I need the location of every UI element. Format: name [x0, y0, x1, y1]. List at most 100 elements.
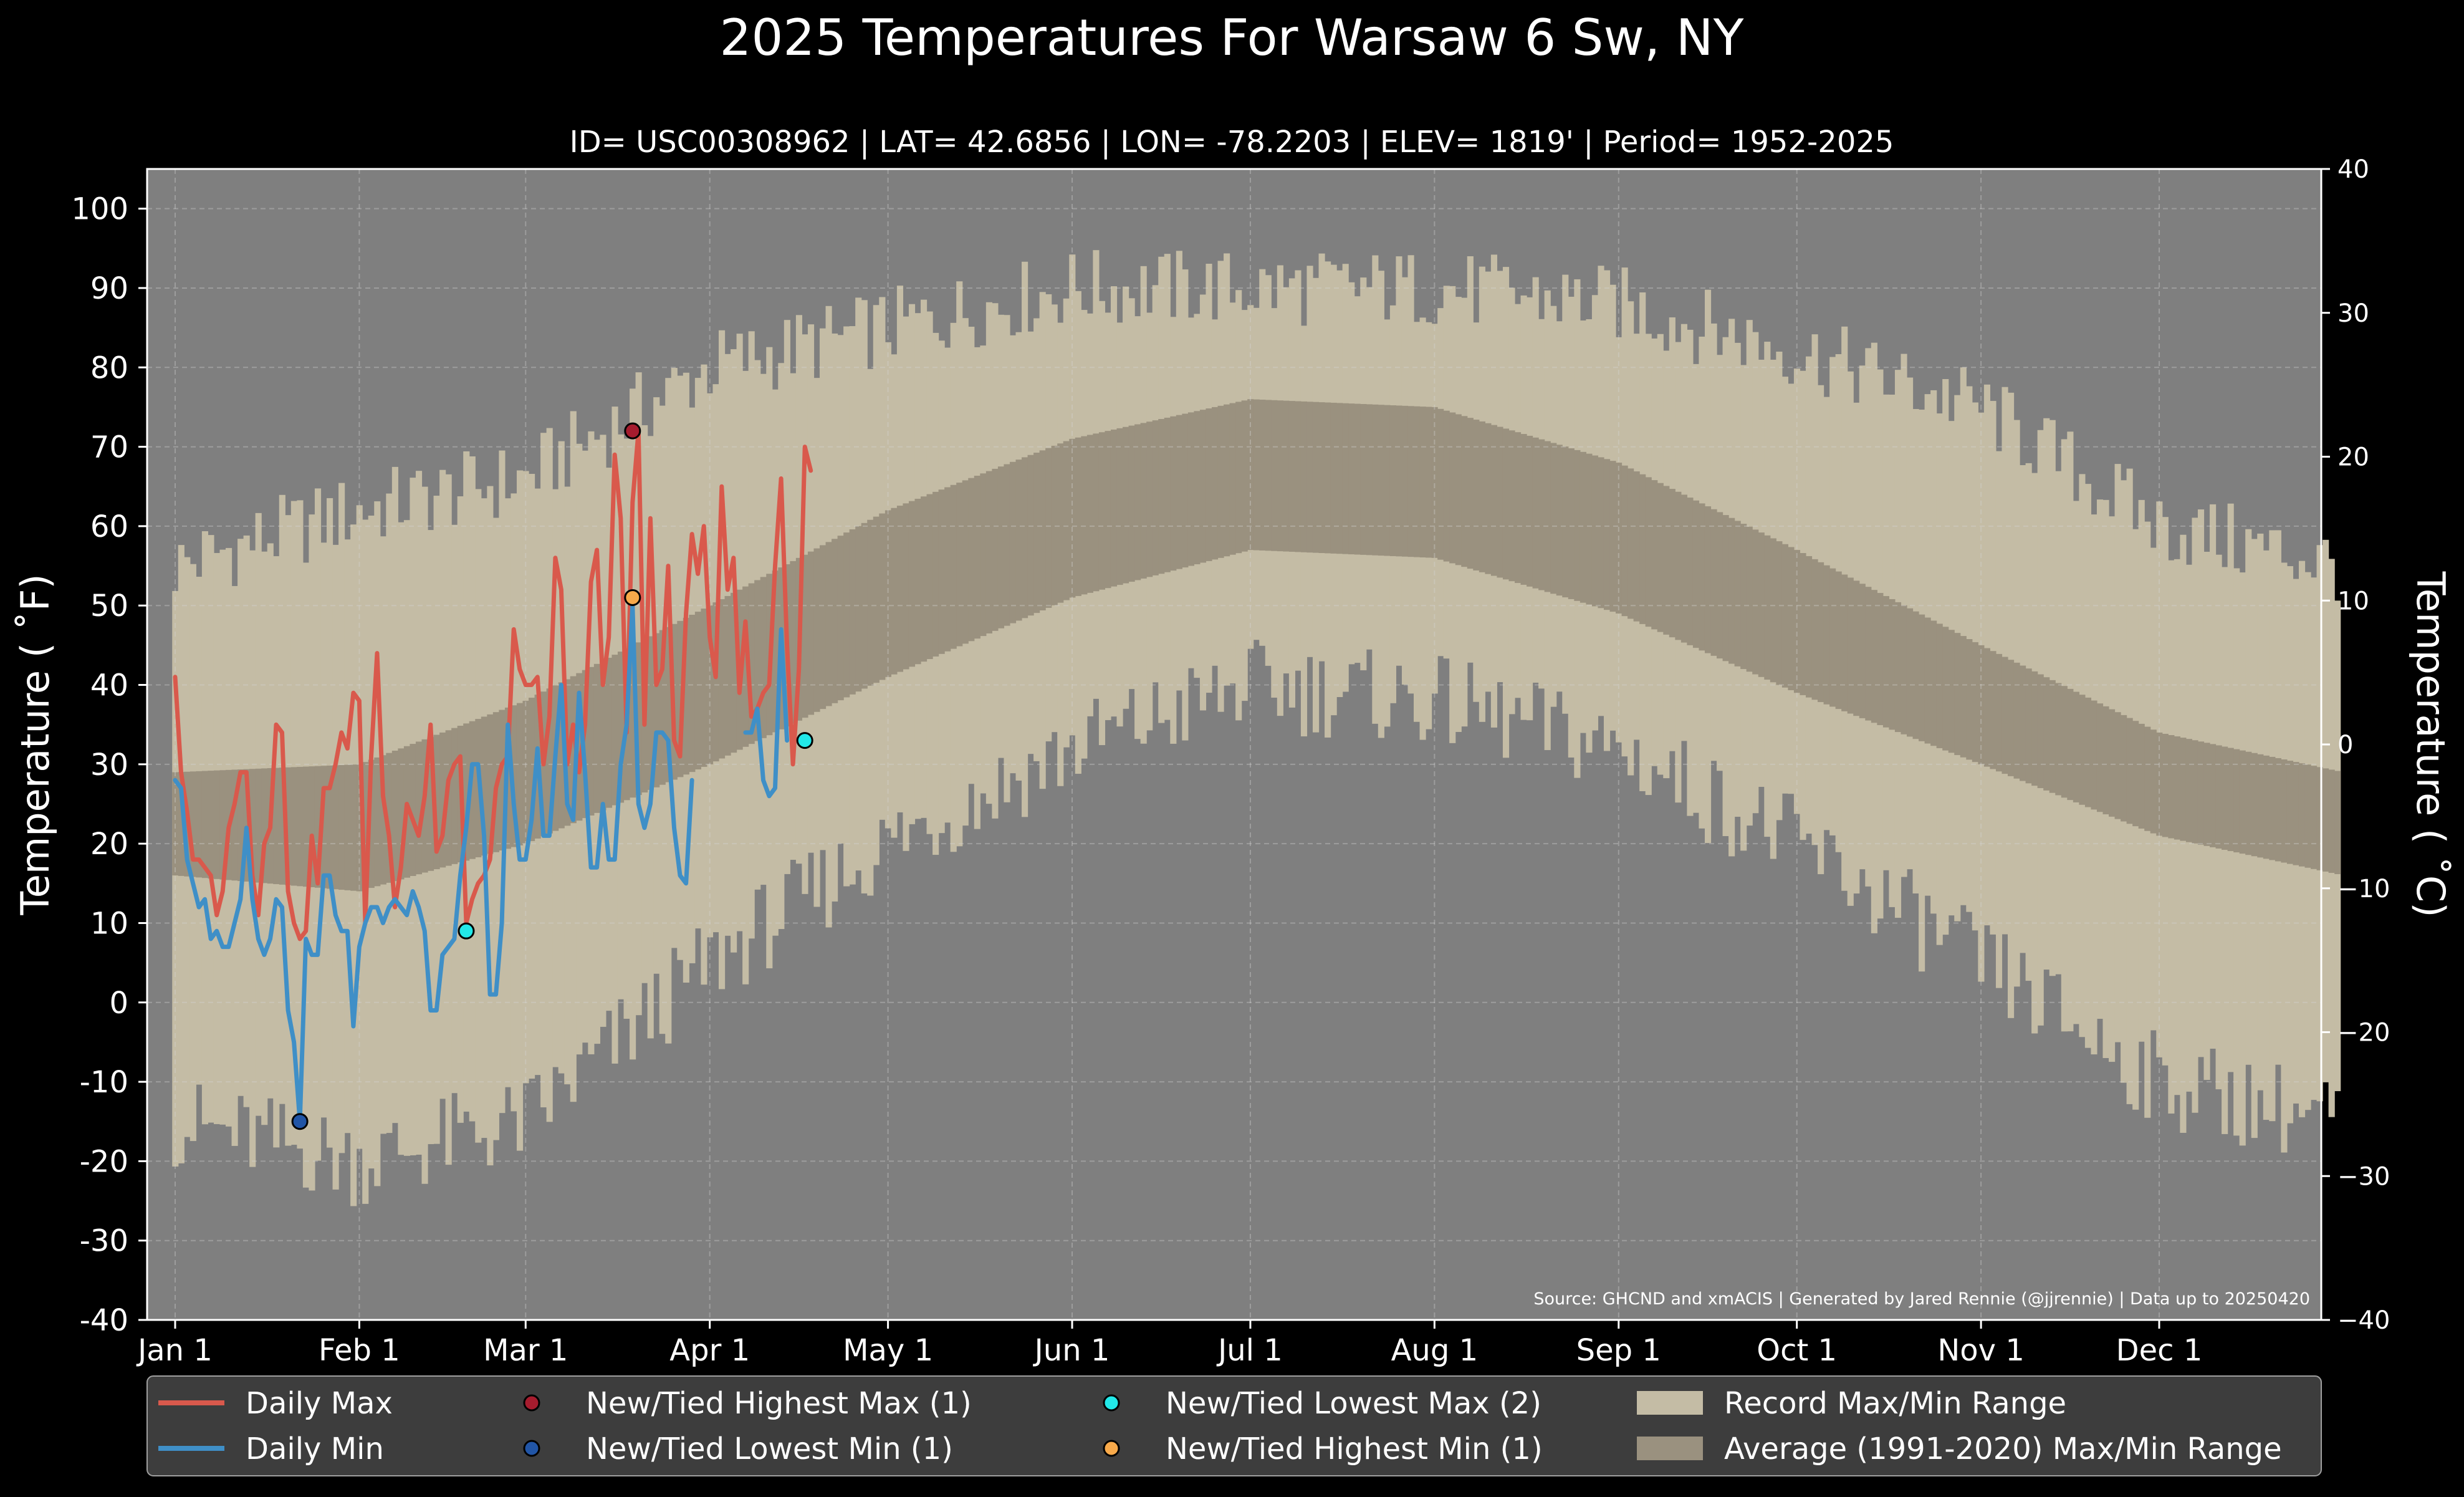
- average-range-bar: [985, 471, 992, 633]
- average-range-bar: [350, 764, 357, 891]
- average-range-bar: [1936, 623, 1943, 748]
- average-range-bar: [992, 468, 999, 631]
- average-range-bar: [2091, 700, 2097, 810]
- y-tick-label: -40: [80, 1303, 128, 1338]
- average-range-bar: [499, 710, 506, 851]
- average-range-bar: [1871, 590, 1877, 723]
- average-range-bar: [1800, 553, 1806, 695]
- average-range-bar: [2168, 735, 2175, 839]
- average-range-bar: [1253, 399, 1260, 551]
- average-range-bar: [1081, 436, 1088, 595]
- average-range-bar: [2215, 745, 2222, 849]
- average-range-bar: [1235, 402, 1242, 554]
- average-range-bar: [463, 723, 470, 861]
- average-range-bar: [908, 501, 916, 667]
- average-range-bar: [701, 609, 707, 767]
- legend: Daily Max Daily Min New/Tied Highest Max (…: [146, 1375, 2322, 1476]
- average-range-bar: [558, 682, 565, 829]
- average-range-bar: [1574, 450, 1581, 601]
- average-range-bar: [1788, 547, 1795, 691]
- average-range-bar: [1527, 435, 1533, 587]
- x-tick-label: Dec 1: [2116, 1333, 2203, 1368]
- average-range-bar: [1300, 401, 1308, 552]
- average-range-bar: [1437, 408, 1444, 560]
- y-right-tick-label: −20: [2337, 1019, 2390, 1047]
- average-range-bar: [1978, 645, 1985, 764]
- average-range-bar: [201, 771, 209, 878]
- average-range-bar: [362, 762, 369, 890]
- average-range-bar: [1515, 432, 1522, 584]
- average-range-bar: [1972, 642, 1978, 763]
- average-range-bar: [2079, 695, 2086, 805]
- average-range-bar: [1990, 651, 1997, 769]
- legend-swatch-dot: [523, 1394, 540, 1412]
- average-range-bar: [2257, 754, 2264, 858]
- average-range-bar: [261, 768, 268, 883]
- y-tick-label: 60: [90, 509, 128, 544]
- average-range-bar: [1603, 459, 1611, 610]
- average-range-bar: [2304, 764, 2311, 868]
- average-range-bar: [1502, 428, 1510, 580]
- average-range-bar: [1556, 445, 1563, 596]
- average-range-bar: [1105, 431, 1111, 589]
- average-range-bar: [903, 503, 909, 670]
- average-range-bar: [2013, 662, 2020, 779]
- average-range-bar: [1093, 433, 1100, 592]
- average-range-bar: [1414, 406, 1421, 557]
- x-axis: Jan 1 Feb 1 Mar 1 Apr 1 May 1 Jun 1 Jul 1 Aug 1…: [136, 1320, 2202, 1368]
- average-range-bar: [1396, 405, 1402, 557]
- average-range-bar: [843, 532, 850, 698]
- average-range-bar: [820, 545, 827, 710]
- average-range-bar: [891, 508, 898, 675]
- average-range-bar: [511, 705, 517, 847]
- average-range-bar: [2109, 709, 2116, 817]
- average-range-bar: [1805, 556, 1813, 698]
- average-range-bar: [172, 772, 179, 876]
- x-tick-label: Oct 1: [1757, 1333, 1837, 1368]
- average-range-bar: [433, 734, 440, 870]
- legend-swatch-patch: [1637, 1437, 1703, 1460]
- average-range-bar: [1580, 451, 1586, 603]
- average-range-bar: [1086, 435, 1093, 593]
- average-range-bar: [338, 765, 345, 890]
- average-range-bar: [1894, 602, 1902, 733]
- average-range-bar: [647, 636, 654, 790]
- average-range-bar: [1152, 420, 1159, 575]
- average-range-bar: [2061, 686, 2068, 798]
- average-range-bar: [2126, 718, 2133, 824]
- average-range-bar: [2114, 712, 2121, 819]
- average-range-bar: [2138, 723, 2145, 829]
- average-range-bar: [1818, 562, 1824, 703]
- average-range-bar: [944, 487, 951, 652]
- average-range-bar: [2286, 761, 2294, 864]
- average-range-bar: [825, 542, 832, 706]
- average-range-bar: [1699, 503, 1705, 651]
- average-range-bar: [1520, 434, 1527, 585]
- average-range-bar: [1912, 611, 1919, 739]
- average-range-bar: [1728, 517, 1735, 664]
- average-range-bar: [1877, 593, 1884, 725]
- average-range-bar: [2275, 758, 2281, 862]
- average-range-bar: [600, 660, 606, 811]
- average-range-bar: [1919, 614, 1925, 741]
- y-tick-label: 20: [90, 827, 128, 862]
- average-range-bar: [529, 698, 535, 842]
- average-range-bar: [1354, 403, 1361, 555]
- legend-label: New/Tied Lowest Min (1): [586, 1432, 953, 1466]
- record-range-bar: [2222, 567, 2228, 1134]
- average-range-bar: [1889, 599, 1896, 730]
- legend-swatch-dot: [523, 1440, 540, 1457]
- average-range-bar: [1633, 471, 1640, 622]
- average-range-bar: [2269, 756, 2276, 860]
- average-range-bar: [1123, 426, 1129, 584]
- average-range-bar: [1075, 437, 1081, 596]
- average-range-bar: [1764, 535, 1771, 680]
- x-tick-label: Jun 1: [1033, 1333, 1110, 1368]
- legend-label: Record Max/Min Range: [1724, 1386, 2066, 1421]
- average-range-bar: [956, 483, 963, 647]
- average-range-bar: [1692, 500, 1700, 648]
- average-range-bar: [1770, 538, 1776, 683]
- average-range-bar: [1199, 410, 1207, 563]
- average-range-bar: [1431, 407, 1438, 558]
- average-range-bar: [1829, 568, 1836, 707]
